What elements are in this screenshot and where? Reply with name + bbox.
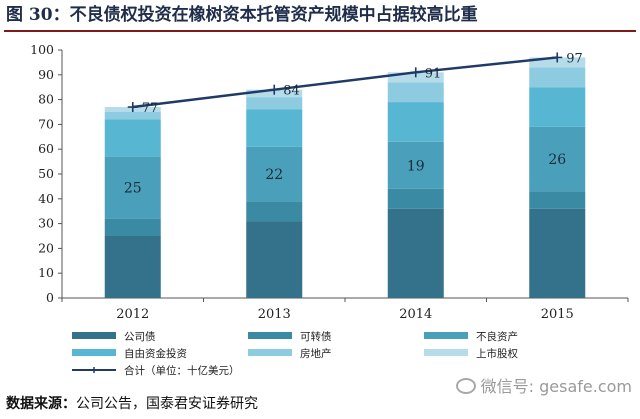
- x-tick-label: 2015: [541, 307, 574, 322]
- bar-segment: [387, 208, 444, 298]
- bar-segment: [246, 146, 303, 202]
- legend-swatch: [248, 349, 292, 356]
- bar-segment: [104, 119, 161, 157]
- bar-segment: [246, 109, 303, 147]
- bar-data-label: 26: [548, 152, 566, 168]
- x-tick-label: 2013: [258, 307, 291, 322]
- bar-segment: [529, 208, 586, 298]
- total-data-label: 77: [142, 101, 159, 116]
- bar-segment: [104, 236, 161, 298]
- wechat-icon: [455, 378, 476, 394]
- legend-swatch: [248, 332, 292, 339]
- y-tick-label: 0: [46, 290, 54, 305]
- x-tick-label: 2014: [399, 307, 432, 322]
- bar-segment: [387, 102, 444, 142]
- bar-segment: [104, 112, 161, 120]
- legend-swatch: [424, 349, 468, 356]
- legend-label: 合计（单位：十亿美元）: [124, 364, 240, 377]
- source-text: 公司公告，国泰君安证券研究: [76, 396, 258, 412]
- y-tick-label: 30: [38, 216, 54, 231]
- legend-swatch: [72, 349, 116, 356]
- total-line: [132, 56, 558, 109]
- source-note: 数据来源：公司公告，国泰君安证券研究: [6, 393, 258, 415]
- y-tick-label: 60: [38, 141, 54, 156]
- y-tick-label: 90: [38, 67, 54, 82]
- legend-label: 公司债: [124, 330, 156, 343]
- bar-segment: [104, 156, 161, 219]
- y-tick-label: 10: [38, 265, 54, 280]
- y-tick-label: 70: [38, 116, 54, 131]
- bar-segment: [387, 188, 444, 209]
- bar-segment: [246, 221, 303, 298]
- source-label: 数据来源：: [6, 396, 76, 412]
- bar-segment: [246, 97, 303, 110]
- bar-segment: [529, 87, 586, 127]
- bar-segment: [246, 201, 303, 222]
- y-tick-label: 40: [38, 191, 54, 206]
- y-tick-label: 100: [30, 42, 54, 57]
- bar-data-label: 19: [407, 158, 425, 174]
- y-tick-label: 80: [38, 92, 54, 107]
- legend-label: 可转债: [300, 330, 332, 343]
- legend-swatch: [72, 332, 116, 339]
- legend-label: 房地产: [300, 347, 332, 360]
- y-tick-label: 20: [38, 240, 54, 255]
- legend-swatch: [424, 332, 468, 339]
- bar-data-label: 22: [265, 167, 283, 183]
- title-divider: [4, 30, 636, 32]
- bar-segment: [529, 126, 586, 192]
- bar-segment: [529, 67, 586, 88]
- bar-segment: [529, 191, 586, 209]
- legend-label: 上市股权: [476, 347, 518, 360]
- total-data-label: 91: [425, 66, 442, 81]
- legend-label: 自由资金投资: [124, 347, 187, 360]
- bar-segment: [387, 141, 444, 189]
- y-tick-label: 50: [38, 166, 54, 181]
- bar-data-label: 25: [124, 181, 142, 197]
- total-data-label: 84: [283, 84, 300, 99]
- figure-title: 图 30：不良债权投资在橡树资本托管资产规模中占据较高比重: [6, 5, 478, 25]
- legend-label: 不良资产: [476, 330, 518, 343]
- watermark: 微信号: gesafe.com: [455, 376, 632, 398]
- watermark-text: 微信号: gesafe.com: [480, 377, 632, 396]
- total-data-label: 97: [566, 51, 583, 66]
- bar-segment: [104, 218, 161, 236]
- bar-segment: [387, 82, 444, 103]
- x-tick-label: 2012: [116, 307, 149, 322]
